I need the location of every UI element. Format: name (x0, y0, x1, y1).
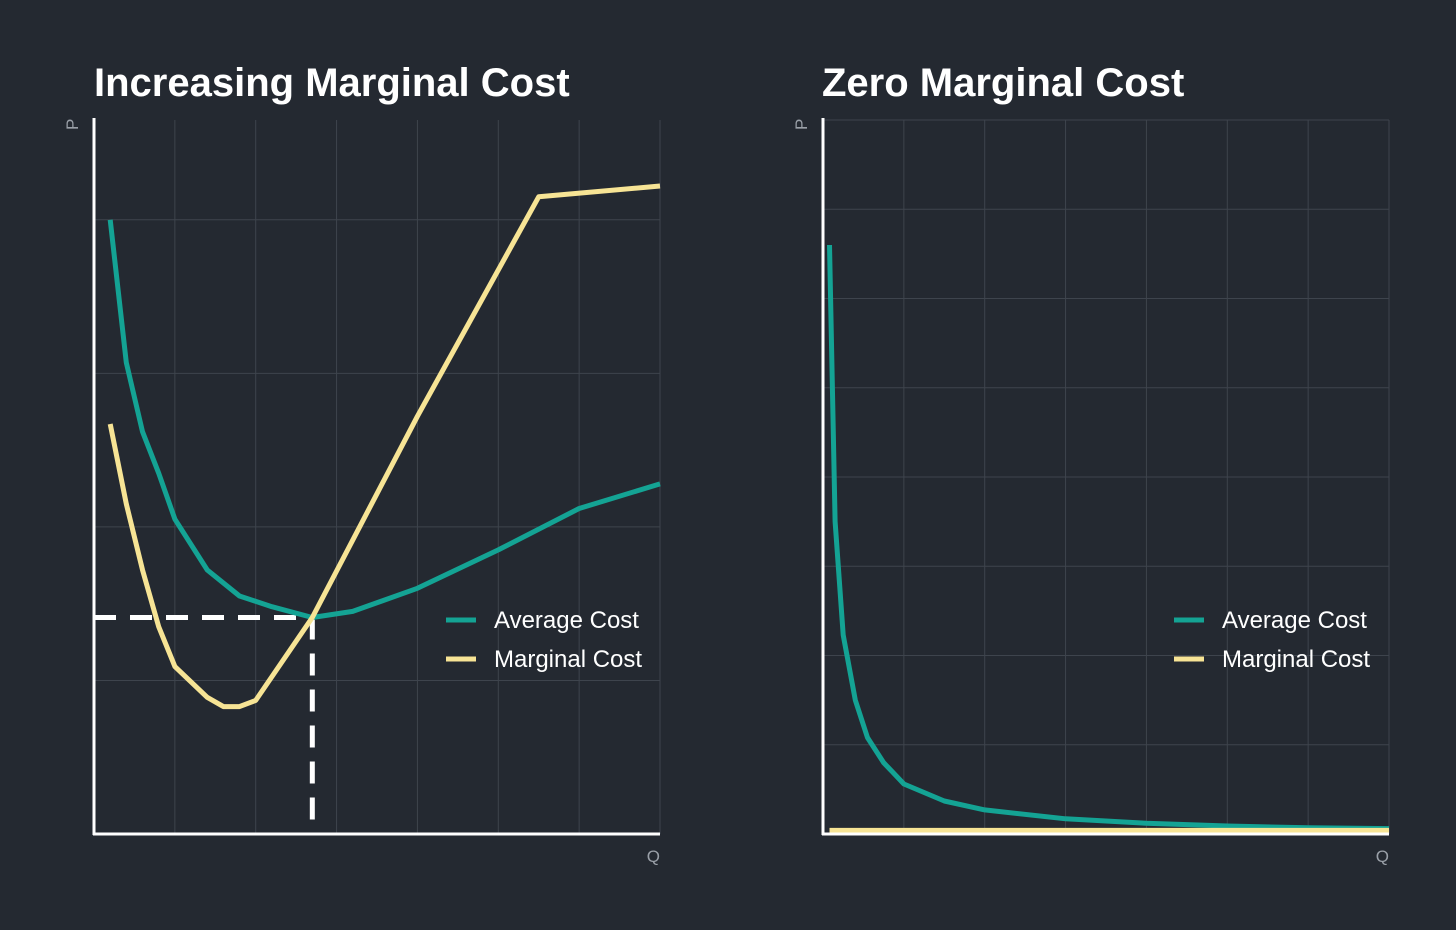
grid (94, 120, 661, 834)
x-axis-label: Q (1376, 847, 1389, 866)
y-axis-label: P (63, 119, 82, 130)
legend: Average Cost Marginal Cost (1174, 607, 1370, 673)
series-line-average-cost (107, 219, 661, 620)
legend-label-marginal-cost: Marginal Cost (1222, 646, 1370, 673)
curves (827, 244, 1390, 833)
series-line-average-cost (827, 244, 1390, 832)
y-axis-label: P (792, 119, 811, 130)
chart-panel-increasing-marginal-cost: Increasing Marginal Cost P Q Average Cos… (63, 61, 661, 866)
series-line-marginal-cost (107, 183, 661, 710)
x-axis-label: Q (647, 847, 660, 866)
legend-label-average-cost: Average Cost (1222, 607, 1367, 634)
chart-title: Zero Marginal Cost (822, 61, 1184, 105)
curves (94, 183, 661, 834)
chart-title: Increasing Marginal Cost (94, 61, 570, 105)
legend-label-average-cost: Average Cost (494, 607, 639, 634)
chart-panel-zero-marginal-cost: Zero Marginal Cost P Q Average Cost Marg… (792, 61, 1390, 866)
legend: Average Cost Marginal Cost (446, 607, 642, 673)
grid (823, 119, 1390, 834)
legend-label-marginal-cost: Marginal Cost (494, 646, 642, 673)
